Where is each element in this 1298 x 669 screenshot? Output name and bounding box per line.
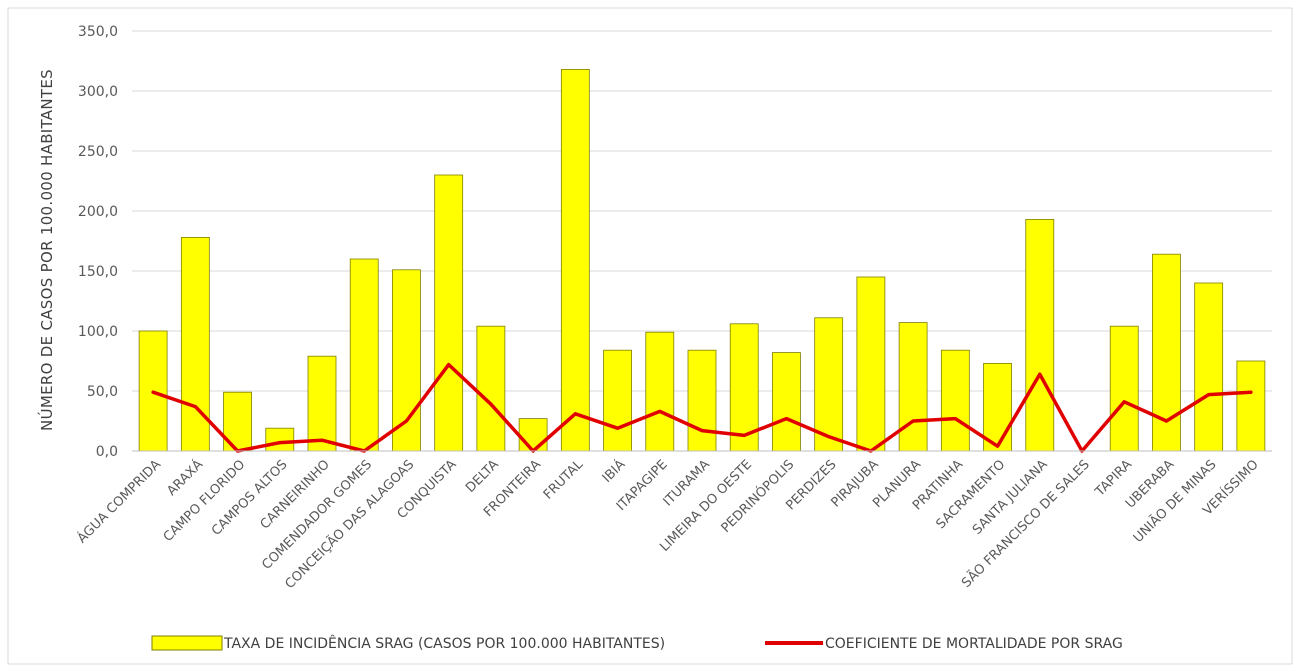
y-axis-title: NÚMERO DE CASOS POR 100.000 HABITANTES [37, 69, 56, 431]
bar [688, 350, 716, 451]
y-tick-label: 350,0 [78, 24, 118, 40]
bar [308, 356, 336, 451]
bar [266, 428, 294, 451]
y-tick-label: 50,0 [87, 384, 118, 400]
legend-label-line: COEFICIENTE DE MORTALIDADE POR SRAG [825, 636, 1123, 652]
y-tick-label: 250,0 [78, 144, 118, 160]
bar [435, 175, 463, 451]
y-tick-label: 300,0 [78, 84, 118, 100]
bar [350, 259, 378, 451]
bar [772, 353, 800, 451]
legend-label-bars: TAXA DE INCIDÊNCIA SRAG (CASOS POR 100.0… [223, 634, 665, 652]
bar [477, 326, 505, 451]
bar [899, 323, 927, 451]
bar [1237, 361, 1265, 451]
y-tick-label: 200,0 [78, 204, 118, 220]
bar [1026, 219, 1054, 451]
y-tick-label: 150,0 [78, 264, 118, 280]
bar [1110, 326, 1138, 451]
bar [561, 69, 589, 451]
legend-swatch-bars [152, 636, 222, 650]
bar [604, 350, 632, 451]
bar [646, 332, 674, 451]
bar [941, 350, 969, 451]
bar [1195, 283, 1223, 451]
y-tick-label: 100,0 [78, 324, 118, 340]
legend: TAXA DE INCIDÊNCIA SRAG (CASOS POR 100.0… [152, 634, 1123, 652]
bar [392, 270, 420, 451]
bar [857, 277, 885, 451]
y-tick-label: 0,0 [96, 444, 118, 460]
bar [519, 419, 547, 451]
